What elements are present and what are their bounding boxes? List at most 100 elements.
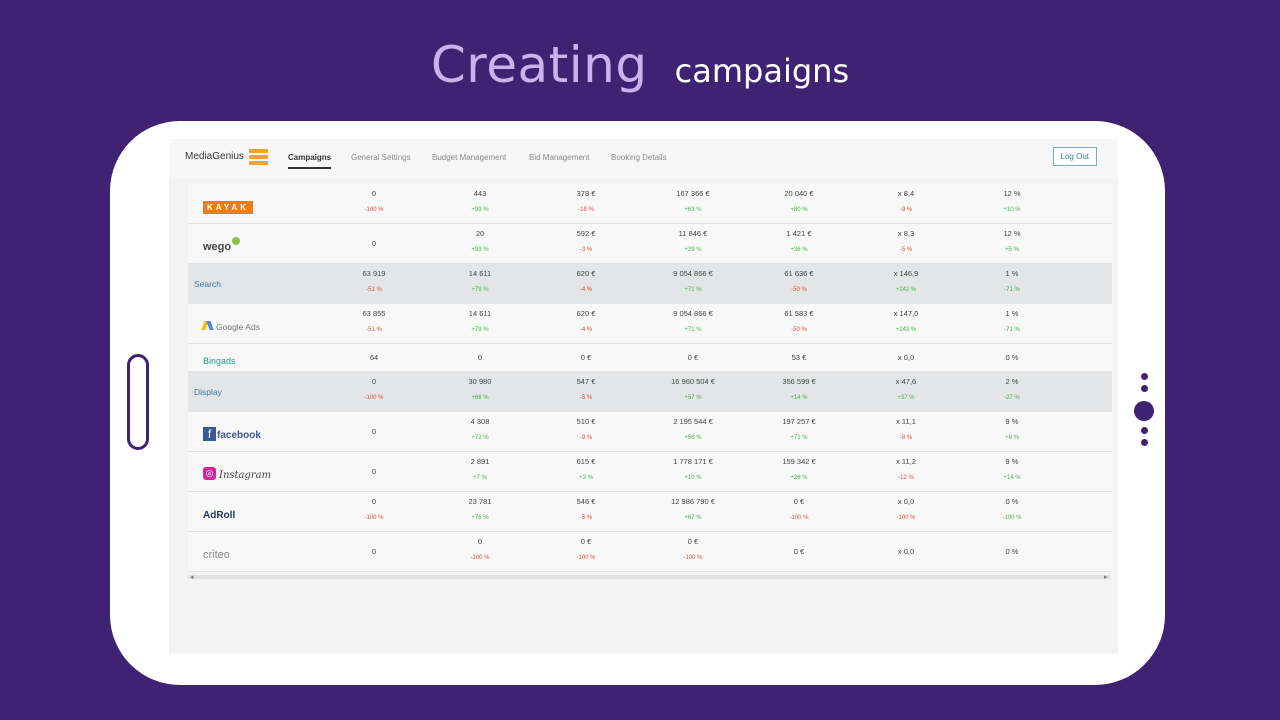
- cell-value: 1 421 €: [786, 229, 812, 238]
- cell-value: 1 778 171 €: [673, 457, 713, 466]
- slide-title: Creating campaigns: [0, 36, 1280, 94]
- criteo-logo: criteo: [203, 549, 230, 561]
- cell-value: x 11,2: [896, 457, 916, 466]
- cell-value: x 8,4: [897, 189, 915, 198]
- tab-booking-details[interactable]: Booking Details: [611, 153, 667, 162]
- cell-value: 30 980: [468, 377, 492, 386]
- partner-row[interactable]: f facebook 0 4 308 +72 % 510 € -9 % 2 195 544 €…: [188, 412, 1112, 452]
- table-cell: 63 919 -51 %: [329, 269, 419, 293]
- partner-row[interactable]: Bingads 64 0 0 € 0 € 53 € x 0,0 0 %: [188, 344, 1112, 372]
- cell-delta: +10 %: [1003, 207, 1021, 213]
- tab-bid-management[interactable]: Bid Management: [529, 153, 590, 162]
- table-cell: 1 421 € +36 %: [754, 229, 844, 253]
- cell-value: 0 €: [793, 547, 805, 556]
- cell-value: 197 257 €: [782, 417, 816, 426]
- slide-title-main: Creating: [430, 36, 648, 94]
- channel-row[interactable]: Display 0 -100 % 30 980 +66 % 547 € -5 % 16 960…: [188, 372, 1112, 412]
- table-cell: 0 -100 %: [435, 537, 525, 561]
- tab-budget-management[interactable]: Budget Management: [432, 153, 507, 162]
- cell-value: 0 €: [687, 353, 699, 362]
- cell-delta: +3 %: [579, 475, 593, 481]
- tab-general-settings[interactable]: General Settings: [351, 153, 411, 162]
- cell-value: 9 %: [1005, 457, 1019, 466]
- tablet-camera: [1133, 373, 1167, 453]
- table-cell: 12 % +10 %: [967, 189, 1057, 213]
- cell-delta: -9 %: [899, 207, 913, 213]
- instagram-logo: ◎ Instagram: [203, 465, 271, 483]
- table-cell: 0 €: [648, 353, 738, 362]
- table-cell: 0 -100 %: [329, 377, 419, 401]
- channel-label[interactable]: Display: [194, 387, 222, 397]
- table-cell: x 0,0: [861, 547, 951, 556]
- table-cell: 1 % -71 %: [967, 309, 1057, 333]
- cell-delta: +26 %: [790, 475, 808, 481]
- cell-value: 356 599 €: [782, 377, 816, 386]
- cell-delta: +37 %: [897, 395, 915, 401]
- table-cell: 197 257 € +71 %: [754, 417, 844, 441]
- table-cell: 0 € -100 %: [648, 537, 738, 561]
- cell-delta: +72 %: [471, 435, 489, 441]
- partner-row[interactable]: KAYAK 0 -100 % 443 +99 % 378 € -18 % 167 366 € +…: [188, 184, 1112, 224]
- cell-value: 0 €: [580, 537, 592, 546]
- table-cell: 2 891 +7 %: [435, 457, 525, 481]
- cell-delta: +14 %: [1003, 475, 1021, 481]
- cell-value: 0: [371, 189, 377, 198]
- tab-campaigns[interactable]: Campaigns: [288, 153, 332, 169]
- cell-value: 64: [369, 353, 379, 362]
- cell-value: 4 308: [470, 417, 490, 426]
- table-cell: 9 % +14 %: [967, 457, 1057, 481]
- cell-value: 620 €: [576, 269, 596, 278]
- cell-value: 620 €: [576, 309, 596, 318]
- table-cell: 14 611 +79 %: [435, 309, 525, 333]
- cell-value: 592 €: [576, 229, 596, 238]
- partner-row[interactable]: Google Ads 63 855 -51 % 14 611 +79 % 620 € -4 …: [188, 304, 1112, 344]
- partner-row[interactable]: wego 0 20 +93 % 592 € -3 % 11 846 € +29 % 1 421 …: [188, 224, 1112, 264]
- cell-delta: -100 %: [364, 515, 384, 521]
- partner-row[interactable]: AdRoll 0 -100 % 23 781 +76 % 546 € -5 % 12 986 …: [188, 492, 1112, 532]
- table-cell: x 8,4 -9 %: [861, 189, 951, 213]
- table-cell: 167 366 € +63 %: [648, 189, 738, 213]
- table-cell: 9 054 866 € +71 %: [648, 269, 738, 293]
- table-cell: 1 % -71 %: [967, 269, 1057, 293]
- cell-value: 2 891: [470, 457, 490, 466]
- channel-label[interactable]: Search: [194, 279, 221, 289]
- horizontal-scrollbar[interactable]: [188, 575, 1110, 579]
- cell-delta: -4 %: [579, 327, 593, 333]
- table-cell: 620 € -4 %: [541, 309, 631, 333]
- partner-row[interactable]: criteo 0 0 -100 % 0 € -100 % 0 € -100 % 0 € x 0,0…: [188, 532, 1112, 572]
- table-cell: 20 +93 %: [435, 229, 525, 253]
- cell-delta: +56 %: [684, 435, 702, 441]
- logout-button[interactable]: Log Out: [1052, 147, 1097, 166]
- cell-delta: -5 %: [899, 247, 913, 253]
- cell-value: 547 €: [576, 377, 596, 386]
- cell-delta: +14 %: [790, 395, 808, 401]
- cell-delta: -100 %: [470, 555, 490, 561]
- scroll-right-icon[interactable]: ▸: [1104, 574, 1108, 581]
- table-cell: 0: [329, 547, 419, 556]
- cell-delta: -51 %: [366, 327, 382, 333]
- cell-value: 0 %: [1005, 497, 1019, 506]
- cell-value: 0: [371, 239, 377, 248]
- channel-row[interactable]: Search 63 919 -51 % 14 611 +79 % 620 € -4 % 9 0…: [188, 264, 1112, 304]
- cell-delta: -100 %: [364, 395, 384, 401]
- cell-value: 378 €: [576, 189, 596, 198]
- campaign-table: KAYAK 0 -100 % 443 +99 % 378 € -18 % 167 366 € +…: [188, 184, 1112, 572]
- cell-delta: -18 %: [578, 207, 594, 213]
- facebook-logo: f facebook: [203, 425, 261, 443]
- top-nav: MediaGenius Campaigns General Settings B…: [169, 139, 1118, 179]
- table-cell: 2 % -27 %: [967, 377, 1057, 401]
- cell-value: 63 919: [362, 269, 386, 278]
- cell-delta: +242 %: [895, 287, 917, 293]
- cell-value: 0 %: [1005, 547, 1019, 556]
- cell-delta: -27 %: [1004, 395, 1020, 401]
- cell-delta: -100 %: [364, 207, 384, 213]
- cell-value: 20: [475, 229, 485, 238]
- scroll-left-icon[interactable]: ◂: [190, 574, 194, 581]
- cell-delta: -71 %: [1004, 327, 1020, 333]
- cell-value: 12 986 790 €: [671, 497, 715, 506]
- partner-row[interactable]: ◎ Instagram 0 2 891 +7 % 615 € +3 % 1 778 171 €…: [188, 452, 1112, 492]
- cell-value: 14 611: [468, 309, 492, 318]
- cell-delta: +79 %: [471, 327, 489, 333]
- adroll-logo: AdRoll: [203, 510, 236, 521]
- table-cell: x 147,0 +243 %: [861, 309, 951, 333]
